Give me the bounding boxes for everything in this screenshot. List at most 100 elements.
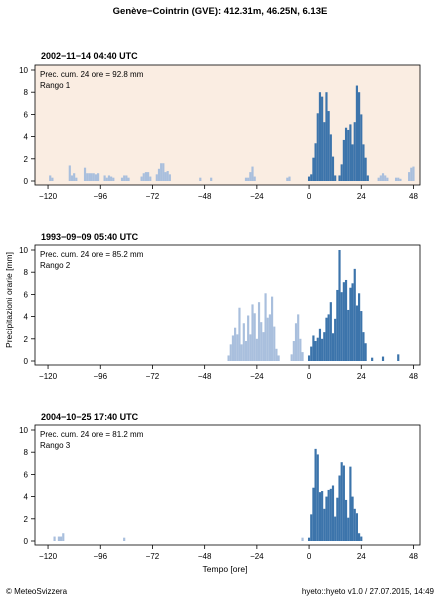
event-precip-bar [338, 475, 341, 541]
y-tick-label: 0 [24, 537, 29, 546]
x-tick-label: 0 [307, 552, 312, 561]
x-tick-label: −96 [93, 192, 107, 201]
x-tick-label: −24 [250, 552, 264, 561]
x-tick-label: −48 [198, 372, 212, 381]
past-precip-bar [210, 177, 213, 181]
past-precip-bar [255, 338, 258, 361]
event-precip-bar [338, 175, 341, 181]
event-precip-bar [334, 175, 337, 181]
event-precip-bar [334, 318, 337, 361]
event-precip-bar [347, 129, 350, 181]
panel-title: 2004−10−25 17:40 UTC [41, 412, 139, 422]
event-precip-bar [329, 302, 332, 361]
x-tick-label: −120 [39, 552, 58, 561]
event-precip-bar [344, 127, 348, 181]
past-precip-bar [110, 176, 113, 181]
x-tick-label: −96 [93, 552, 107, 561]
past-precip-bar [157, 168, 161, 181]
x-tick-label: 0 [307, 372, 312, 381]
y-tick-label: 8 [24, 88, 29, 97]
y-tick-label: 10 [19, 246, 28, 255]
y-tick-label: 6 [24, 110, 29, 119]
past-precip-bar [227, 355, 230, 361]
past-precip-bar [247, 177, 250, 181]
past-precip-bar [162, 163, 165, 181]
past-precip-bar [147, 172, 150, 181]
past-precip-bar [168, 174, 171, 181]
y-tick-label: 6 [24, 290, 29, 299]
event-precip-bar [342, 465, 345, 541]
event-precip-bar [316, 454, 319, 541]
past-precip-bar [275, 348, 278, 361]
past-precip-bar [155, 174, 158, 181]
past-precip-bar [123, 537, 126, 541]
past-precip-bar [149, 176, 152, 181]
past-precip-bar [240, 344, 243, 361]
event-precip-bar [364, 157, 367, 181]
past-precip-bar [301, 352, 304, 361]
event-precip-bar [351, 283, 354, 361]
y-tick-label: 2 [24, 335, 29, 344]
event-precip-bar [310, 174, 313, 181]
x-tick-label: −48 [198, 192, 212, 201]
plot-frame [34, 424, 421, 546]
event-precip-bar [347, 517, 350, 541]
y-tick-label: 8 [24, 448, 29, 457]
past-precip-bar [410, 167, 413, 181]
past-precip-bar [288, 176, 291, 181]
event-precip-bar [358, 533, 361, 541]
past-precip-bar [144, 172, 148, 181]
event-precip-bar [340, 292, 343, 361]
event-precip-bar [314, 143, 317, 181]
copyright-note: © MeteoSvizzera [6, 587, 68, 596]
x-tick-label: 48 [409, 372, 418, 381]
event-precip-bar [331, 485, 335, 541]
past-precip-bar [249, 334, 252, 361]
event-precip-bar [325, 92, 328, 181]
event-precip-bar [314, 448, 317, 541]
event-precip-bar [318, 492, 322, 541]
past-precip-bar [249, 172, 252, 181]
y-tick-label: 4 [24, 133, 29, 142]
past-precip-bar [394, 177, 398, 181]
x-tick-label: −48 [198, 552, 212, 561]
event-precip-bar [351, 144, 354, 181]
event-precip-bar [331, 156, 335, 181]
past-precip-bar [73, 173, 76, 181]
past-precip-bar [253, 313, 256, 361]
past-precip-bar [120, 177, 124, 181]
past-precip-bar [70, 175, 74, 181]
past-precip-bar [164, 172, 167, 181]
past-precip-bar [105, 177, 108, 181]
plot-background [35, 425, 420, 545]
rank-label: Rango 3 [40, 441, 71, 450]
past-precip-bar [253, 176, 256, 181]
y-tick-label: 4 [24, 313, 29, 322]
event-precip-bar [318, 328, 322, 361]
past-precip-bar [75, 177, 78, 181]
cumulative-precip-label: Prec. cum. 24 ore = 85.2 mm [40, 250, 144, 259]
past-precip-bar [386, 177, 389, 181]
panel-title: 2002−11−14 04:40 UTC [41, 51, 138, 61]
past-precip-bar [125, 175, 128, 181]
event-precip-bar [338, 250, 341, 361]
event-precip-bar [312, 157, 315, 181]
event-precip-bar [316, 113, 319, 181]
past-precip-bar [62, 533, 65, 541]
past-precip-bar [244, 177, 248, 181]
event-precip-bar [310, 514, 313, 541]
past-precip-bar [271, 296, 274, 361]
past-precip-bar [242, 323, 245, 361]
x-tick-label: 0 [307, 192, 312, 201]
event-precip-bar [327, 111, 330, 181]
event-precip-bar [344, 499, 348, 541]
y-tick-label: 2 [24, 515, 29, 524]
past-precip-bar [397, 177, 400, 181]
event-precip-bar [307, 176, 311, 181]
x-tick-label: 48 [409, 552, 418, 561]
past-precip-bar [379, 175, 382, 181]
event-precip-bar [312, 335, 315, 361]
past-precip-bar [412, 166, 415, 181]
y-tick-label: 4 [24, 493, 29, 502]
